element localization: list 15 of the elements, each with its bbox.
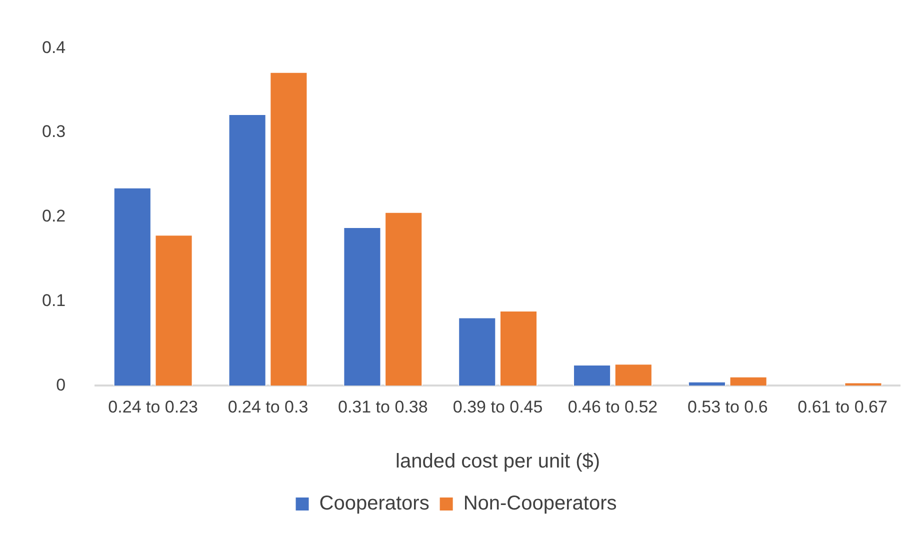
x-tick-label: 0.24 to 0.3 — [228, 397, 308, 416]
x-tick-label: 0.39 to 0.45 — [452, 397, 543, 416]
y-tick-label: 0.2 — [42, 206, 66, 226]
legend-label: Non-Cooperators — [463, 492, 617, 515]
x-tick-label: 0.31 to 0.38 — [338, 397, 428, 416]
x-tick-label: 0.61 to 0.67 — [798, 397, 888, 416]
y-tick-label: 0.4 — [42, 38, 66, 57]
x-tick-label: 0.24 to 0.23 — [108, 397, 198, 416]
y-tick-label: 0.3 — [42, 122, 66, 142]
x-tick-label: 0.53 to 0.6 — [687, 397, 768, 416]
y-tick-label: 0.1 — [42, 290, 66, 310]
y-tick-label: 0 — [56, 375, 66, 394]
x-axis-title: landed cost per unit ($) — [396, 450, 600, 473]
legend-label: Cooperators — [319, 492, 430, 515]
x-tick-label: 0.46 to 0.52 — [568, 397, 658, 416]
